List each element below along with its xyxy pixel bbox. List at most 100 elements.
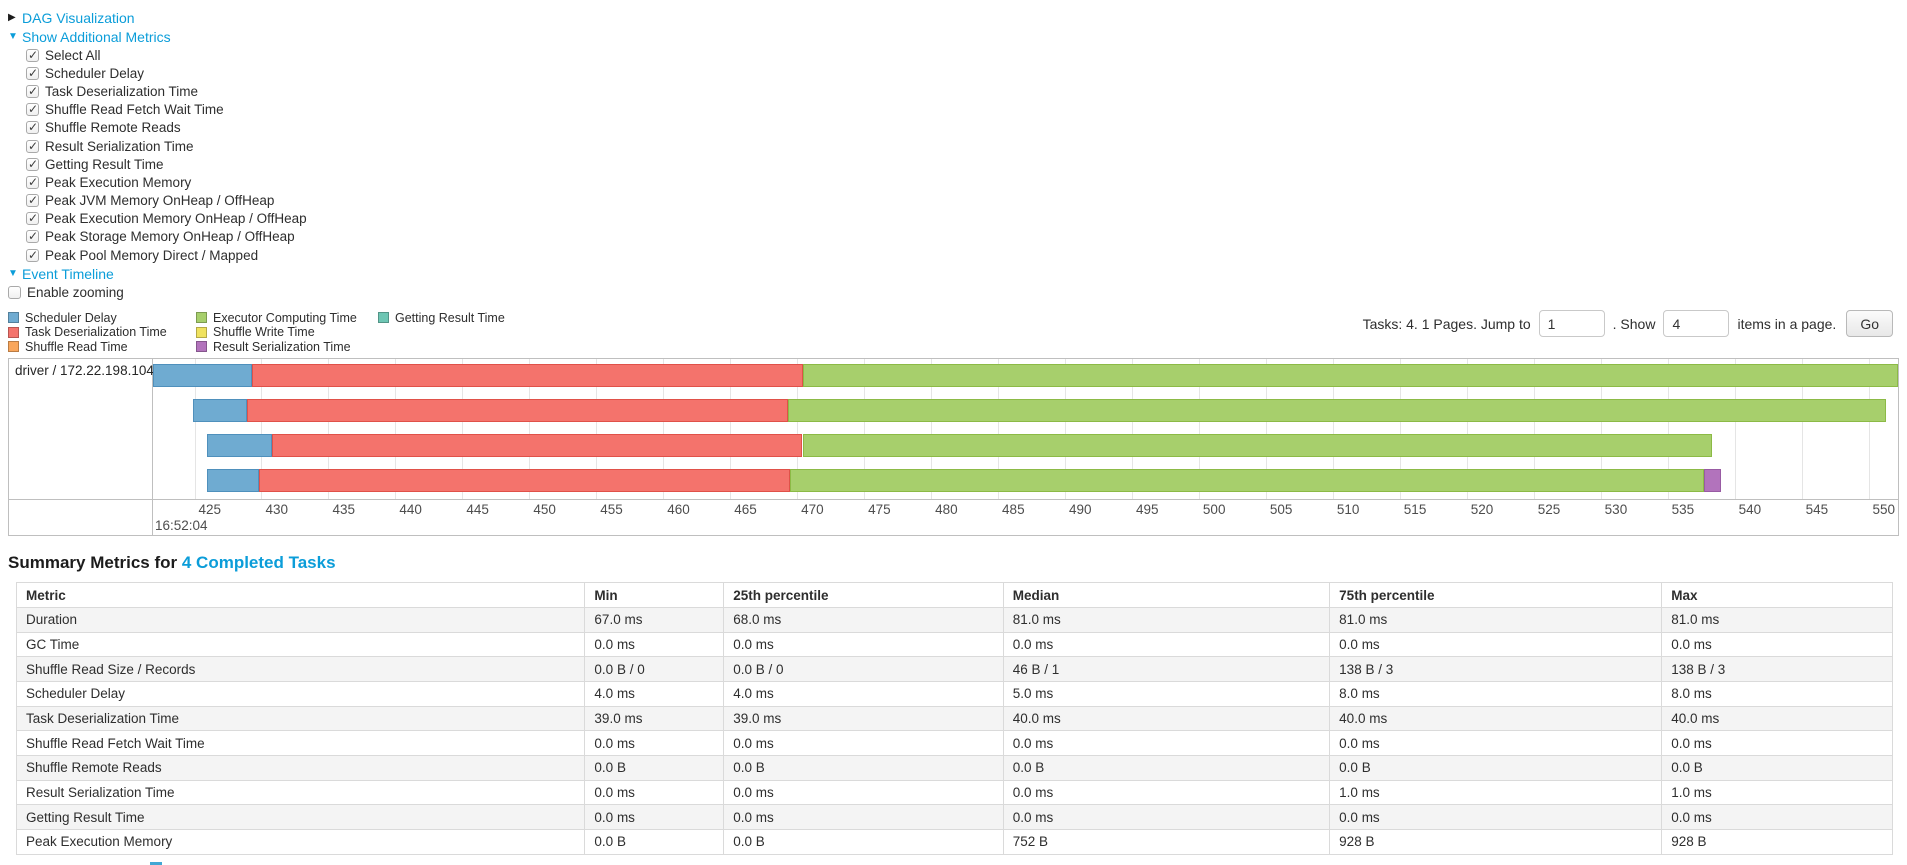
- metric-value-cell: 0.0 ms: [723, 804, 1004, 831]
- timeline-gridline: [998, 359, 1000, 500]
- legend-item: Executor Computing Time: [196, 310, 378, 325]
- axis-tick-label: 515: [1403, 502, 1427, 518]
- timeline-gridline: [529, 359, 531, 500]
- metric-value-cell: 138 B / 3: [1329, 656, 1663, 682]
- task_deserialization-segment[interactable]: [246, 399, 788, 423]
- metric-name-cell: Shuffle Read Fetch Wait Time: [15, 730, 586, 757]
- metric-checkbox[interactable]: [26, 175, 39, 189]
- metric-value-cell: 0.0 ms: [1002, 631, 1331, 658]
- chevron-down-icon: ▼: [8, 30, 18, 42]
- metric-checkbox[interactable]: [26, 102, 39, 117]
- table-row: GC Time 0.0 ms 0.0 ms 0.0 ms 0.0 ms 0.0 ms: [15, 631, 1893, 658]
- axis-tick-label: 520: [1470, 502, 1494, 518]
- scheduler_delay-segment[interactable]: [206, 469, 259, 493]
- legend-item: Shuffle Read Time: [8, 340, 196, 355]
- metric-checkbox[interactable]: [26, 139, 39, 153]
- metric-checkbox-row: Scheduler Delay: [26, 64, 1899, 82]
- timeline-gridline: [864, 359, 866, 500]
- scheduler_delay-segment[interactable]: [153, 364, 253, 388]
- metric-checkbox[interactable]: [26, 193, 39, 208]
- executor_computing-segment[interactable]: [802, 434, 1712, 458]
- legend-item: Shuffle Write Time: [196, 325, 378, 340]
- axis-tick-label: 480: [935, 502, 958, 518]
- legend-column: Scheduler Delay Task Deserialization Time…: [8, 310, 196, 354]
- table-header-cell: Median: [1002, 582, 1331, 608]
- axis-tick-label: 445: [466, 502, 489, 518]
- metric-checkbox[interactable]: [26, 248, 39, 262]
- metric-value-cell: 0.0 B: [1329, 755, 1663, 781]
- axis-tick-label: 455: [600, 502, 623, 518]
- timeline-gridline: [797, 359, 799, 500]
- metric-value-cell: 0.0 ms: [1002, 779, 1331, 806]
- metric-value-cell: 4.0 ms: [723, 680, 1004, 707]
- table-row: Scheduler Delay 4.0 ms 4.0 ms 5.0 ms 8.0 ms 8…: [15, 680, 1893, 707]
- chevron-right-icon: ▶: [8, 11, 16, 23]
- timeline-gridline: [1801, 359, 1803, 500]
- metric-checkbox-row: Peak Storage Memory OnHeap / OffHeap: [26, 228, 1899, 246]
- metric-checkbox[interactable]: [26, 48, 39, 62]
- task_deserialization-segment[interactable]: [272, 434, 803, 458]
- table-header-cell: 25th percentile: [723, 582, 1004, 608]
- metric-value-cell: 81.0 ms: [1329, 606, 1663, 633]
- legend-column: Executor Computing Time Shuffle Write Tim…: [196, 310, 378, 354]
- metric-value-cell: 0.0 B: [1002, 755, 1331, 781]
- timeline-gridline: [1667, 359, 1669, 500]
- task_deserialization-segment[interactable]: [252, 364, 803, 388]
- summary-title-prefix: Summary Metrics for: [8, 553, 178, 573]
- metric-name-cell: Task Deserialization Time: [15, 705, 586, 732]
- event-timeline-toggle[interactable]: ▼ Event Timeline: [8, 264, 1899, 283]
- items-per-page-input[interactable]: [1663, 310, 1730, 338]
- event-timeline-chart: driver / 172.22.198.104 16:52:04 425 430 4…: [8, 358, 1899, 537]
- axis-tick-label: 425: [198, 502, 222, 518]
- metric-checkbox-label: Scheduler Delay: [45, 65, 145, 81]
- metric-value-cell: 1.0 ms: [1329, 779, 1663, 806]
- executor_computing-segment[interactable]: [802, 364, 1898, 388]
- items-per-page-label: items in a page.: [1737, 315, 1837, 332]
- metric-checkbox[interactable]: [26, 84, 39, 98]
- dag-visualization-toggle[interactable]: ▶ DAG Visualization: [8, 8, 1899, 27]
- timeline-gridline: [1265, 359, 1267, 500]
- table-header-cell: Metric: [15, 582, 586, 608]
- legend-label: Getting Result Time: [395, 310, 505, 325]
- executor_computing-segment[interactable]: [790, 469, 1704, 493]
- metric-checkbox[interactable]: [26, 120, 39, 135]
- legend-label: Executor Computing Time: [213, 310, 357, 325]
- executor_computing-segment[interactable]: [787, 399, 1886, 423]
- metric-value-cell: 67.0 ms: [584, 606, 725, 633]
- result_serialization-segment[interactable]: [1703, 469, 1722, 493]
- axis-tick-label: 535: [1671, 502, 1695, 518]
- completed-tasks-link[interactable]: 4 Completed Tasks: [181, 553, 336, 573]
- executor_computing-swatch-icon: [196, 312, 207, 324]
- legend-label: Task Deserialization Time: [25, 325, 167, 340]
- metric-value-cell: 138 B / 3: [1661, 656, 1893, 682]
- axis-tick-label: 485: [1002, 502, 1025, 518]
- metric-value-cell: 0.0 ms: [1002, 804, 1331, 831]
- axis-tick-label: 540: [1738, 502, 1762, 518]
- metric-name-cell: Duration: [15, 606, 586, 633]
- enable-zooming-checkbox[interactable]: [8, 285, 21, 299]
- timeline-gridline: [1734, 359, 1736, 500]
- metric-checkbox[interactable]: [26, 66, 39, 80]
- metric-checkbox-label: Peak Execution Memory OnHeap / OffHeap: [45, 211, 307, 227]
- timeline-gridline: [261, 359, 263, 500]
- metric-name-cell: Shuffle Remote Reads: [15, 755, 586, 781]
- metric-checkbox[interactable]: [26, 157, 39, 171]
- legend-label: Result Serialization Time: [213, 339, 351, 354]
- metric-checkbox[interactable]: [26, 211, 39, 226]
- go-button[interactable]: Go: [1846, 310, 1893, 338]
- metric-value-cell: 1.0 ms: [1661, 779, 1893, 806]
- task_deserialization-segment[interactable]: [258, 469, 791, 493]
- show-additional-metrics-toggle[interactable]: ▼ Show Additional Metrics: [8, 27, 1899, 46]
- metric-checkbox-label: Result Serialization Time: [45, 138, 194, 154]
- metric-name-cell: GC Time: [15, 631, 586, 658]
- metric-checkbox-label: Task Deserialization Time: [45, 83, 199, 99]
- timeline-gridline: [1065, 359, 1066, 500]
- scheduler_delay-segment[interactable]: [193, 399, 247, 423]
- metric-checkbox[interactable]: [26, 229, 39, 244]
- jump-to-page-input[interactable]: [1538, 310, 1605, 338]
- axis-major-time-label: 16:52:04: [155, 518, 208, 534]
- scheduler_delay-segment[interactable]: [206, 434, 273, 458]
- timeline-task-row: [153, 464, 1898, 499]
- metric-value-cell: 40.0 ms: [1661, 705, 1893, 732]
- legend-column: Getting Result Time: [378, 310, 505, 354]
